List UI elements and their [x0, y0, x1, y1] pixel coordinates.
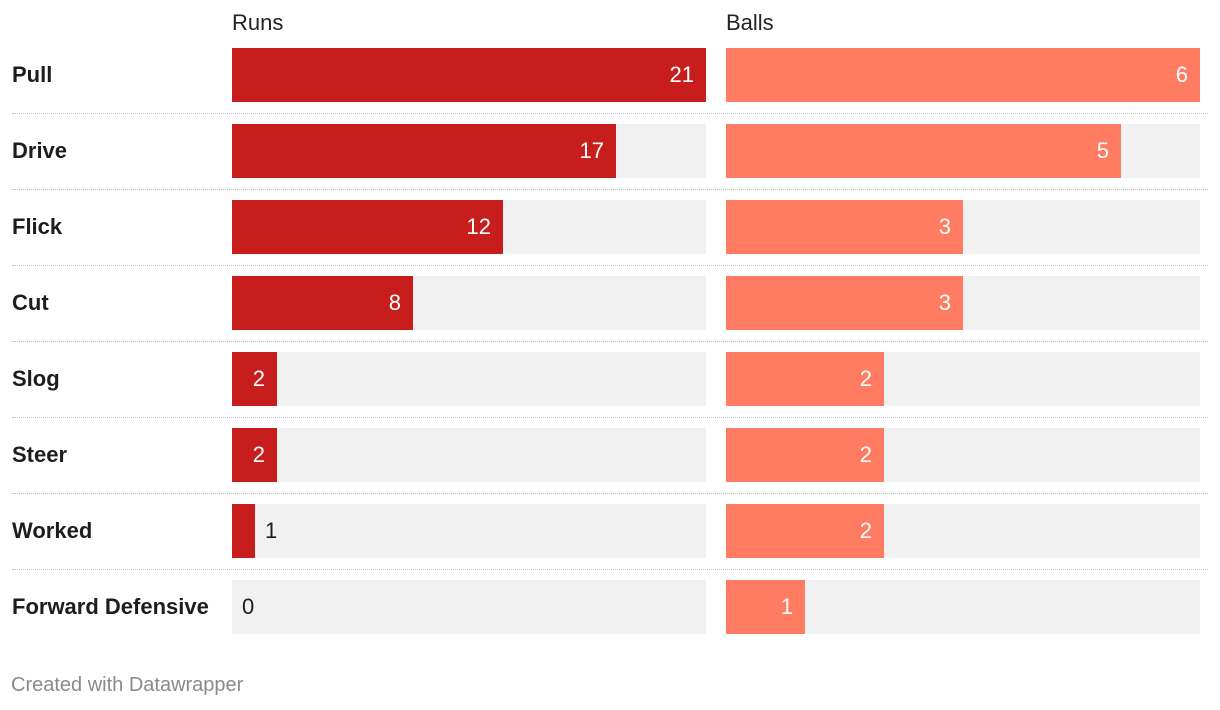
runs-value-label: 2: [252, 442, 265, 467]
runs-bar: [232, 428, 277, 482]
balls-value-label: 5: [1096, 138, 1109, 163]
row-separator: [12, 265, 1208, 266]
balls-bar-track: 2: [726, 504, 1200, 558]
row-separator: [12, 493, 1208, 494]
category-label: Slog: [12, 366, 60, 391]
runs-bar-track: 17: [232, 124, 706, 178]
balls-bar: [726, 48, 1200, 102]
balls-bar-track: 6: [726, 48, 1200, 102]
runs-bar-track: 8: [232, 276, 706, 330]
datawrapper-credit: Created with Datawrapper: [11, 674, 244, 696]
runs-value-label: 12: [466, 214, 491, 239]
category-label: Flick: [12, 214, 63, 239]
runs-bar: [232, 124, 616, 178]
runs-bar-track: 21: [232, 48, 706, 102]
balls-value-label: 3: [938, 290, 951, 315]
balls-value-label: 1: [780, 594, 793, 619]
runs-value-label: 17: [579, 138, 604, 163]
row-separator: [12, 189, 1208, 190]
runs-bar: [232, 48, 706, 102]
runs-value-label: 2: [252, 366, 265, 391]
balls-bar-track: 3: [726, 276, 1200, 330]
runs-bar-track: 2: [232, 352, 706, 406]
balls-bar-track: 2: [726, 428, 1200, 482]
balls-bar: [726, 504, 884, 558]
balls-bar-track: 1: [726, 580, 1200, 634]
chart-row-slog: Slog 2 2: [12, 352, 1208, 428]
runs-bar-track: 0: [232, 580, 706, 634]
row-separator: [12, 569, 1208, 570]
category-label: Worked: [12, 518, 93, 543]
runs-bar: [232, 200, 503, 254]
balls-value-label: 2: [859, 518, 872, 543]
chart-row-steer: Steer 2 2: [12, 428, 1208, 504]
runs-bar-track: 12: [232, 200, 706, 254]
category-label: Drive: [12, 138, 68, 163]
balls-bar-track: 5: [726, 124, 1200, 178]
runs-column-header: Runs: [232, 10, 284, 35]
runs-value-label: 21: [669, 62, 694, 87]
runs-bar-track: 2: [232, 428, 706, 482]
chart-row-cut: Cut 8 3: [12, 276, 1208, 352]
balls-value-label: 2: [859, 366, 872, 391]
runs-bar: [232, 504, 255, 558]
balls-value-label: 6: [1175, 62, 1188, 87]
category-label: Steer: [12, 442, 68, 467]
balls-value-label: 2: [859, 442, 872, 467]
row-separator: [12, 113, 1208, 114]
balls-bar: [726, 276, 963, 330]
balls-value-label: 3: [938, 214, 951, 239]
balls-bar-track: 3: [726, 200, 1200, 254]
balls-bar: [726, 352, 884, 406]
runs-bar: [232, 276, 413, 330]
runs-value-label: 1: [265, 518, 278, 543]
balls-column-header: Balls: [726, 10, 774, 35]
chart-row-flick: Flick 12 3: [12, 200, 1208, 276]
chart-row-forward-defensive: Forward Defensive 0 1: [12, 580, 1208, 656]
balls-bar: [726, 124, 1121, 178]
balls-bar-track: 2: [726, 352, 1200, 406]
runs-value-label: 0: [242, 594, 255, 619]
chart-row-pull: Pull 21 6: [12, 48, 1208, 124]
balls-bar: [726, 428, 884, 482]
balls-bar: [726, 580, 805, 634]
chart-row-worked: Worked 1 2: [12, 504, 1208, 580]
category-label: Cut: [12, 290, 49, 315]
category-label: Pull: [12, 62, 53, 87]
chart-row-drive: Drive 17 5: [12, 124, 1208, 200]
category-label: Forward Defensive: [12, 594, 209, 619]
row-separator: [12, 417, 1208, 418]
runs-bar: [232, 352, 277, 406]
balls-bar: [726, 200, 963, 254]
runs-bar-track: 1: [232, 504, 706, 558]
row-separator: [12, 341, 1208, 342]
runs-value-label: 8: [388, 290, 401, 315]
